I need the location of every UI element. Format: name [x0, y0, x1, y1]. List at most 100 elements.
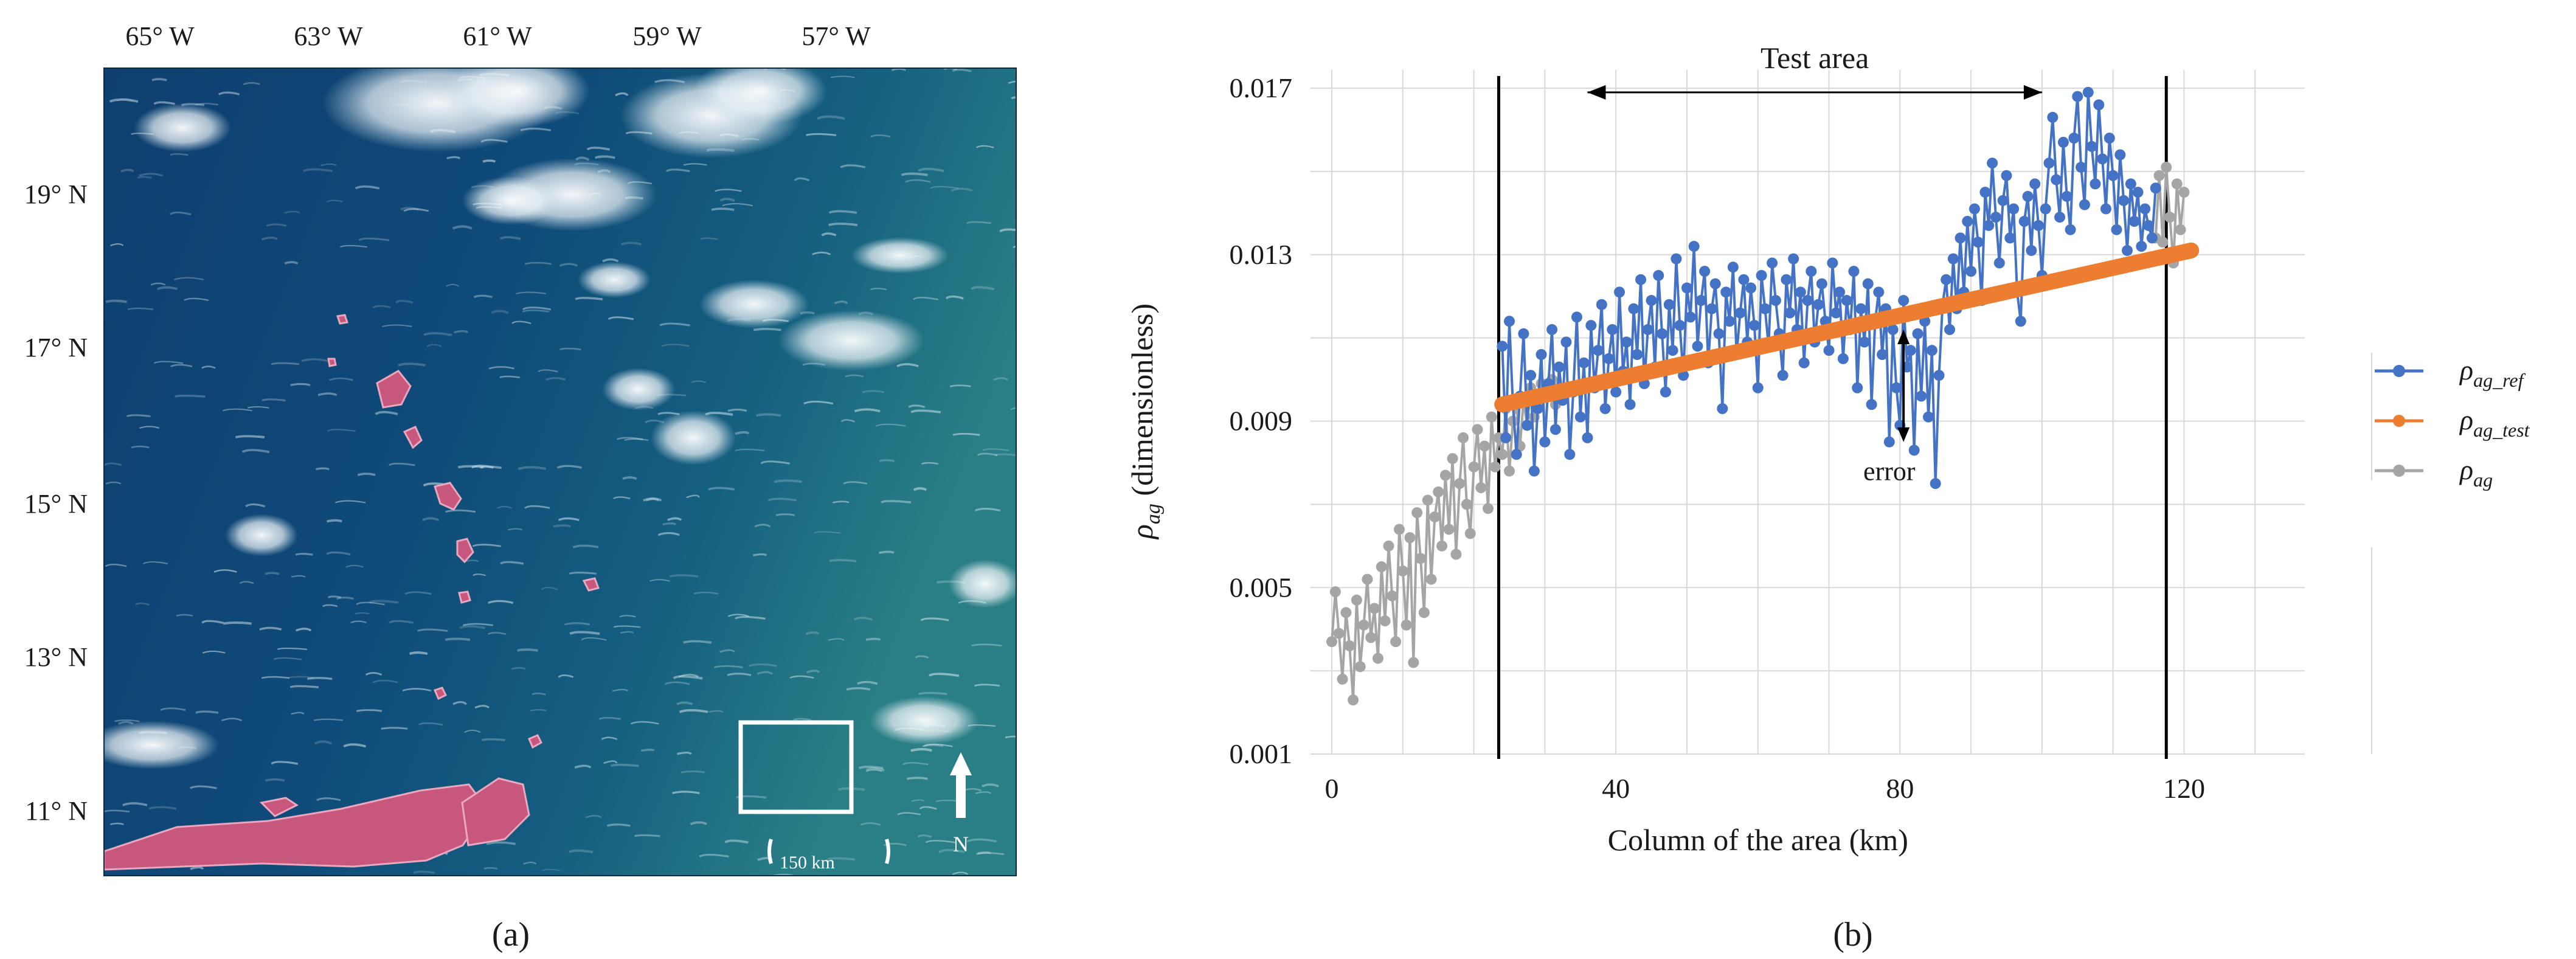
legend-marker-ag	[2393, 465, 2405, 477]
north-arrow-icon	[950, 752, 972, 818]
wave-streak	[417, 628, 448, 632]
data-point-ref	[1908, 445, 1920, 456]
wave-streak	[921, 462, 939, 465]
data-point-ag	[1354, 661, 1366, 673]
legend-marker-test	[2393, 415, 2405, 427]
data-point-ref	[2143, 220, 2155, 231]
wave-streak	[400, 207, 419, 211]
panel-b-caption: (b)	[1833, 916, 1872, 954]
wave-streak	[974, 507, 1001, 512]
wave-streak	[603, 760, 618, 764]
data-point-ref	[2132, 187, 2144, 198]
wave-streak	[966, 838, 997, 843]
legend-marker-ref	[2393, 365, 2405, 377]
wave-streak	[223, 408, 252, 412]
data-point-ag	[1468, 461, 1480, 473]
data-point-ref	[1536, 349, 1547, 360]
data-point-ref	[1855, 303, 1867, 314]
wave-streak	[760, 460, 790, 465]
wave-streak	[248, 406, 269, 409]
wave-streak	[865, 769, 882, 772]
wave-streak	[452, 701, 468, 705]
chart-legend: ρag_ref ρag_test ρag	[2371, 353, 2530, 754]
data-point-ag	[1443, 524, 1455, 535]
lon-label-61w: 61° W	[463, 21, 532, 51]
wave-streak	[131, 445, 150, 449]
data-point-ag	[1404, 532, 1416, 544]
wave-streak	[261, 676, 289, 679]
wave-streak	[389, 462, 415, 466]
cloud	[225, 514, 298, 556]
wave-streak	[828, 222, 858, 226]
wave-streak	[920, 617, 949, 621]
wave-streak	[336, 597, 354, 600]
data-point-ref	[1681, 282, 1692, 294]
arrowhead-left-icon	[1587, 85, 1606, 100]
data-point-ag	[1464, 528, 1476, 539]
wave-streak	[479, 465, 502, 469]
data-point-ref	[2068, 133, 2080, 144]
data-point-ag	[1351, 594, 1362, 606]
data-point-ref	[1603, 353, 1615, 364]
data-point-ref	[2054, 212, 2066, 223]
wave-streak	[624, 438, 649, 441]
wave-streak	[667, 517, 682, 521]
data-point-ref	[1955, 232, 1966, 244]
data-point-ref	[1866, 399, 1877, 410]
wave-streak	[952, 871, 968, 875]
latitude-labels: 19° N 17° N 15° N 13° N 11° N	[24, 179, 88, 826]
data-point-ref	[2118, 195, 2130, 206]
data-point-ref	[1525, 370, 1537, 381]
satellite-image-panel: 150 km N 65° W 63° W 61° W 59° W 57° W 1…	[24, 21, 1017, 954]
wave-streak	[316, 797, 341, 801]
wave-streak	[906, 777, 929, 780]
data-point-ref	[1873, 286, 1885, 298]
data-point-ag	[1397, 565, 1408, 576]
wave-streak	[153, 361, 184, 364]
data-point-ref	[2079, 199, 2090, 210]
wave-streak	[241, 449, 270, 454]
wave-streak	[938, 848, 965, 854]
wave-streak	[459, 625, 486, 629]
data-point-ref	[1585, 320, 1597, 331]
wave-streak	[875, 423, 906, 427]
data-point-ref	[1738, 274, 1750, 285]
wave-streak	[665, 681, 690, 685]
cloud	[699, 280, 809, 328]
wave-streak	[613, 625, 641, 628]
wave-streak	[105, 299, 127, 303]
data-point-ref	[1546, 324, 1558, 335]
wave-streak	[630, 721, 659, 725]
wave-streak	[881, 500, 912, 504]
wave-streak	[601, 736, 618, 740]
wave-streak	[683, 163, 707, 166]
x-tick-label: 120	[2163, 773, 2205, 804]
wave-streak	[708, 710, 724, 713]
wave-streak	[827, 857, 856, 861]
wave-streak	[679, 708, 708, 713]
data-point-ref	[1841, 295, 1852, 306]
wave-streak	[669, 574, 699, 578]
wave-streak	[924, 744, 944, 747]
wave-streak	[120, 168, 134, 173]
north-label: N	[953, 832, 969, 856]
data-point-ag	[1479, 440, 1491, 452]
data-point-ref	[2072, 91, 2083, 102]
wave-streak	[317, 392, 338, 396]
wave-streak	[913, 487, 927, 491]
data-point-ref	[1706, 303, 1717, 314]
cloud	[949, 559, 1016, 608]
wave-streak	[774, 479, 803, 483]
wave-streak	[918, 167, 944, 173]
wave-streak	[727, 408, 747, 412]
data-point-ref	[1564, 449, 1576, 460]
wave-streak	[905, 179, 931, 183]
data-point-ref	[1834, 286, 1846, 298]
wave-streak	[201, 620, 224, 624]
wave-streak	[975, 791, 991, 794]
wave-streak	[104, 462, 122, 466]
data-point-ref	[2022, 190, 2034, 202]
wave-streak	[943, 68, 957, 71]
data-point-ref	[1827, 257, 1838, 269]
wave-streak	[508, 528, 523, 531]
